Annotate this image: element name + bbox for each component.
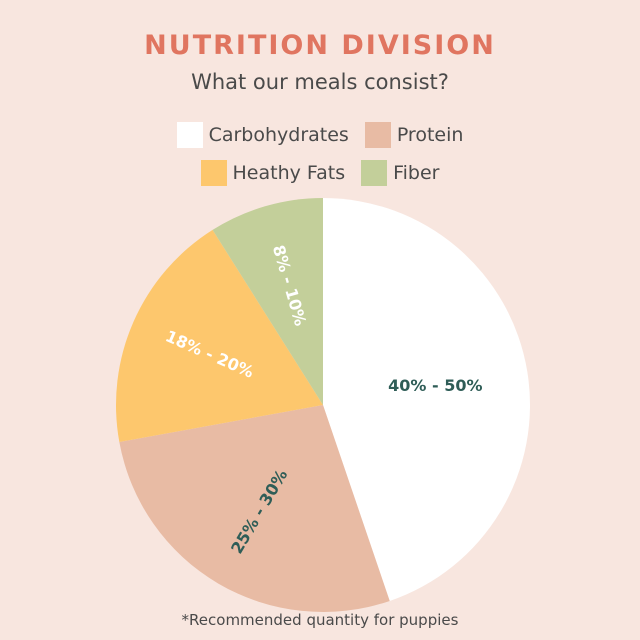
legend-swatch-fiber	[361, 160, 388, 186]
pie-slice-protein	[119, 405, 390, 613]
legend-item-fats: Heathy Fats	[200, 160, 346, 186]
legend-swatch-protein	[364, 122, 391, 148]
page-title: NUTRITION DIVISION	[144, 30, 496, 61]
legend-item-carbohydrates: Carbohydrates	[176, 122, 349, 148]
legend-swatch-carbohydrates	[176, 122, 203, 148]
pie-slice-carbohydrates	[323, 198, 530, 601]
legend-row-2: Heathy Fats Fiber	[0, 160, 640, 186]
pie-label-carbohydrates: 40% - 50%	[388, 376, 482, 395]
legend-item-fiber: Fiber	[361, 160, 439, 186]
legend-row-1: Carbohydrates Protein	[0, 122, 640, 148]
legend-label-protein: Protein	[396, 124, 464, 146]
pie-slice-fiber	[212, 198, 323, 405]
footnote: *Recommended quantity for puppies	[181, 611, 459, 629]
pie-slice-fats	[115, 229, 323, 443]
page-subtitle: What our meals consist?	[191, 70, 449, 94]
legend-label-carbohydrates: Carbohydrates	[208, 124, 349, 146]
legend-swatch-fats	[200, 160, 227, 186]
legend-item-protein: Protein	[364, 122, 464, 148]
legend-label-fiber: Fiber	[393, 162, 440, 184]
legend-label-fats: Heathy Fats	[232, 162, 346, 184]
